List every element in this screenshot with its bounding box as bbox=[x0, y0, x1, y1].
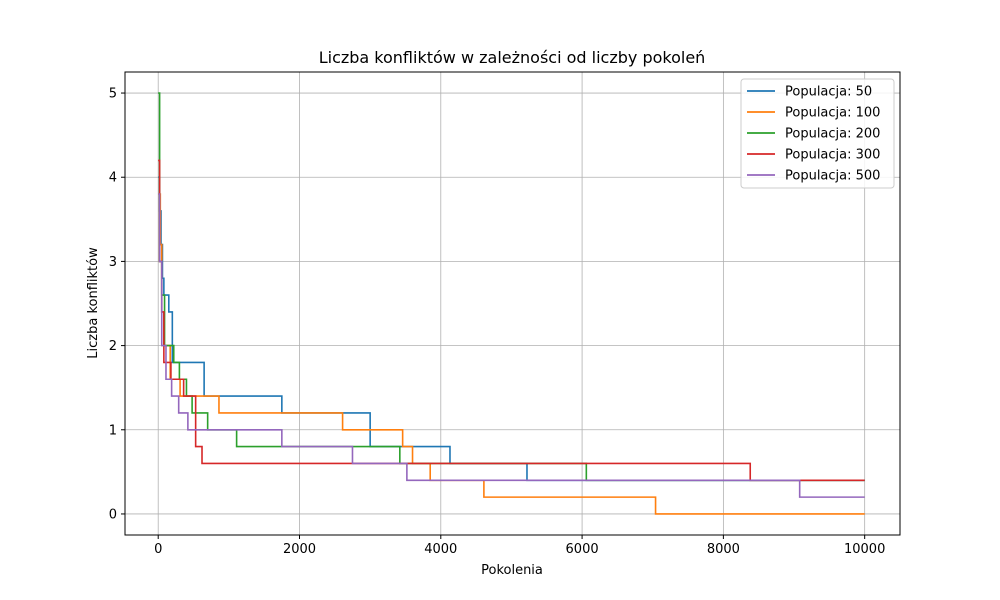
x-tick-label: 4000 bbox=[424, 542, 457, 557]
y-tick-label: 2 bbox=[109, 339, 117, 354]
legend-label: Populacja: 500 bbox=[785, 169, 880, 184]
x-tick-label: 8000 bbox=[707, 542, 740, 557]
y-tick-label: 5 bbox=[109, 87, 117, 102]
x-tick-label: 6000 bbox=[566, 542, 599, 557]
chart-title: Liczba konfliktów w zależności od liczby… bbox=[319, 48, 706, 67]
y-tick-label: 1 bbox=[109, 423, 117, 438]
x-tick-label: 0 bbox=[154, 542, 162, 557]
x-axis-label: Pokolenia bbox=[481, 563, 543, 578]
x-tick-label: 2000 bbox=[283, 542, 316, 557]
y-axis-label: Liczba konfliktów bbox=[86, 247, 101, 359]
legend-label: Populacja: 200 bbox=[785, 127, 880, 142]
legend-label: Populacja: 300 bbox=[785, 148, 880, 163]
y-tick-label: 4 bbox=[109, 171, 117, 186]
legend-label: Populacja: 100 bbox=[785, 106, 880, 121]
legend-label: Populacja: 50 bbox=[785, 85, 872, 100]
y-tick-label: 3 bbox=[109, 255, 117, 270]
y-tick-label: 0 bbox=[109, 507, 117, 522]
legend: Populacja: 50 Populacja: 100 Populacja: 20… bbox=[741, 79, 894, 188]
x-tick-label: 10000 bbox=[844, 542, 885, 557]
